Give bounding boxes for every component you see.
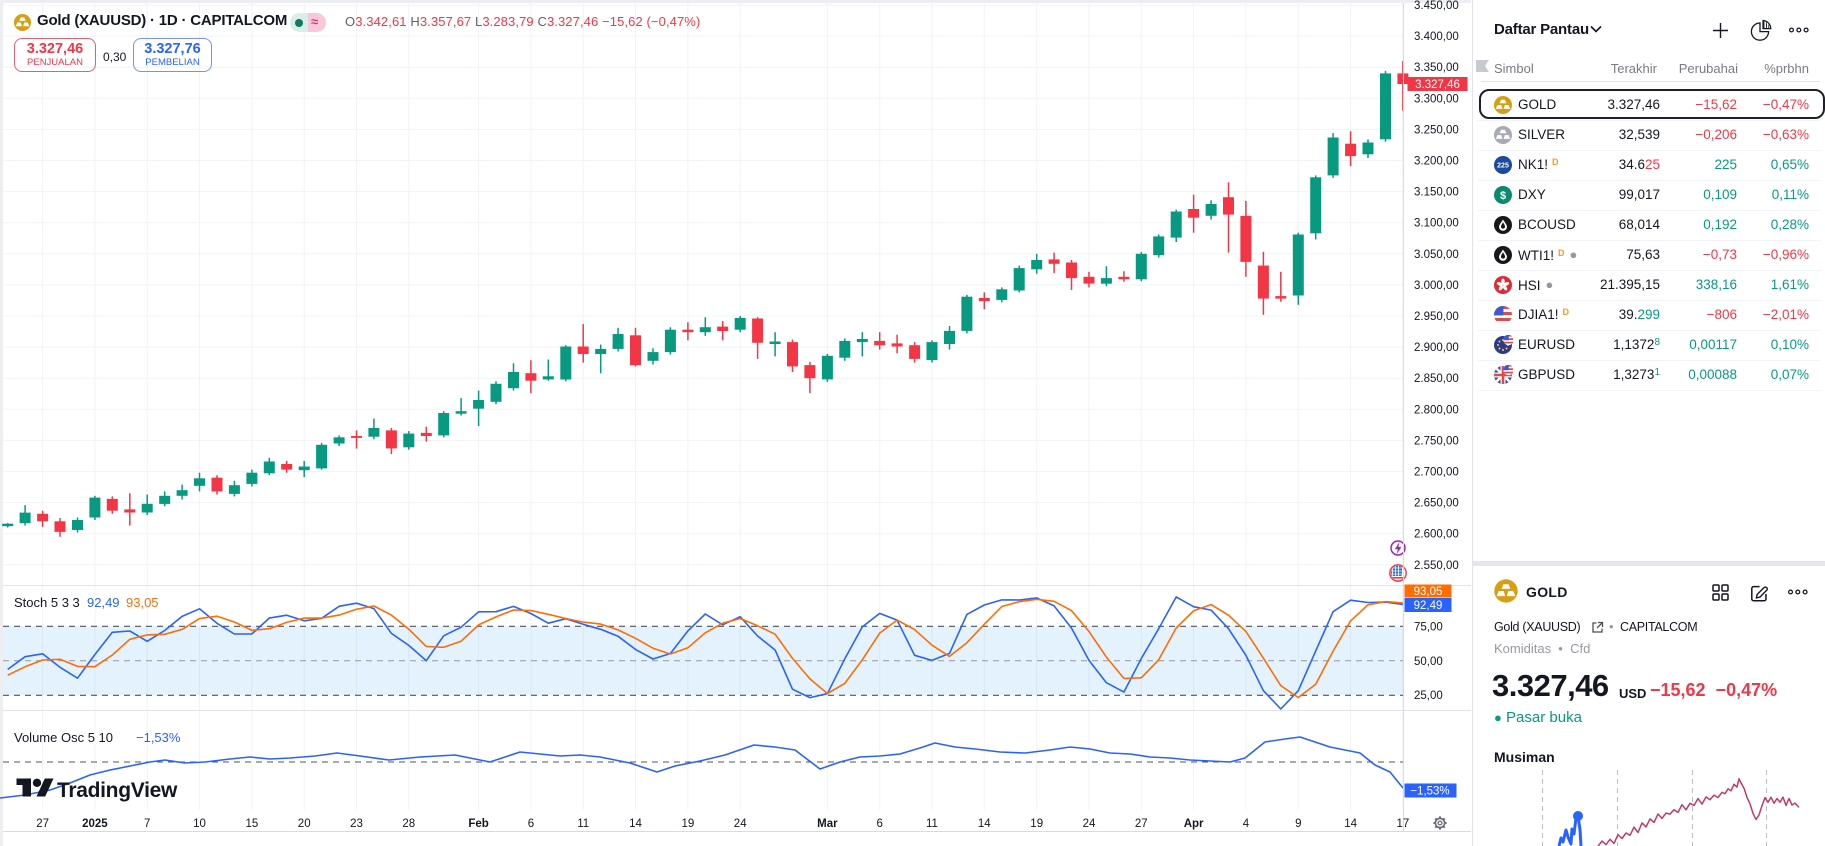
svg-text:17: 17 — [1397, 818, 1410, 830]
svg-text:2.650,00: 2.650,00 — [1414, 498, 1459, 510]
svg-text:93,05: 93,05 — [126, 595, 159, 610]
svg-text:225: 225 — [1497, 163, 1509, 170]
svg-text:75,00: 75,00 — [1414, 622, 1443, 634]
svg-text:2.950,00: 2.950,00 — [1414, 311, 1459, 323]
svg-text:15: 15 — [246, 818, 259, 830]
svg-text:Mar: Mar — [817, 818, 838, 830]
svg-text:Apr: Apr — [1184, 818, 1204, 830]
svg-text:10: 10 — [193, 818, 206, 830]
svg-text:3.250,00: 3.250,00 — [1414, 124, 1459, 136]
svg-text:−1,53%: −1,53% — [1410, 786, 1449, 798]
svg-text:4: 4 — [1243, 818, 1250, 830]
svg-text:19: 19 — [1030, 818, 1043, 830]
svg-text:28: 28 — [402, 818, 415, 830]
svg-text:6: 6 — [876, 818, 882, 830]
svg-text:$: $ — [1500, 190, 1506, 202]
svg-text:3.050,00: 3.050,00 — [1414, 249, 1459, 261]
svg-text:3.327,46: 3.327,46 — [1415, 79, 1460, 91]
svg-text:2.850,00: 2.850,00 — [1414, 373, 1459, 385]
svg-text:6: 6 — [528, 818, 534, 830]
svg-text:92,49: 92,49 — [1414, 600, 1443, 612]
svg-text:23: 23 — [350, 818, 363, 830]
svg-text:3.300,00: 3.300,00 — [1414, 93, 1459, 105]
svg-text:9: 9 — [1295, 818, 1301, 830]
svg-text:3.350,00: 3.350,00 — [1414, 62, 1459, 74]
svg-text:11: 11 — [926, 818, 938, 830]
svg-text:−1,53%: −1,53% — [136, 730, 181, 745]
svg-text:Feb: Feb — [468, 818, 488, 830]
svg-text:3.200,00: 3.200,00 — [1414, 156, 1459, 168]
svg-text:Stoch 5 3 3: Stoch 5 3 3 — [14, 595, 80, 610]
svg-text:24: 24 — [734, 818, 747, 830]
svg-text:2.900,00: 2.900,00 — [1414, 342, 1459, 354]
svg-text:2025: 2025 — [82, 818, 108, 830]
svg-text:Volume Osc 5 10: Volume Osc 5 10 — [14, 730, 113, 745]
svg-text:27: 27 — [36, 818, 49, 830]
svg-text:92,49: 92,49 — [87, 595, 120, 610]
svg-text:2.700,00: 2.700,00 — [1414, 467, 1459, 479]
svg-text:14: 14 — [629, 818, 642, 830]
svg-text:20: 20 — [298, 818, 311, 830]
svg-text:3.450,00: 3.450,00 — [1414, 0, 1459, 12]
svg-text:11: 11 — [577, 818, 589, 830]
svg-text:2.600,00: 2.600,00 — [1414, 529, 1459, 541]
svg-text:7: 7 — [144, 818, 150, 830]
svg-text:14: 14 — [1344, 818, 1357, 830]
svg-text:3.150,00: 3.150,00 — [1414, 187, 1459, 199]
svg-text:50,00: 50,00 — [1414, 656, 1443, 668]
svg-text:14: 14 — [978, 818, 991, 830]
svg-text:3.400,00: 3.400,00 — [1414, 31, 1459, 43]
svg-text:93,05: 93,05 — [1414, 586, 1443, 598]
svg-text:24: 24 — [1083, 818, 1096, 830]
svg-text:2.750,00: 2.750,00 — [1414, 435, 1459, 447]
svg-text:2.550,00: 2.550,00 — [1414, 560, 1459, 572]
svg-text:19: 19 — [682, 818, 695, 830]
svg-text:27: 27 — [1135, 818, 1148, 830]
svg-text:3.000,00: 3.000,00 — [1414, 280, 1459, 292]
svg-text:TradingView: TradingView — [57, 779, 178, 802]
svg-text:25,00: 25,00 — [1414, 690, 1443, 702]
svg-text:3.100,00: 3.100,00 — [1414, 218, 1459, 230]
svg-text:2.800,00: 2.800,00 — [1414, 404, 1459, 416]
